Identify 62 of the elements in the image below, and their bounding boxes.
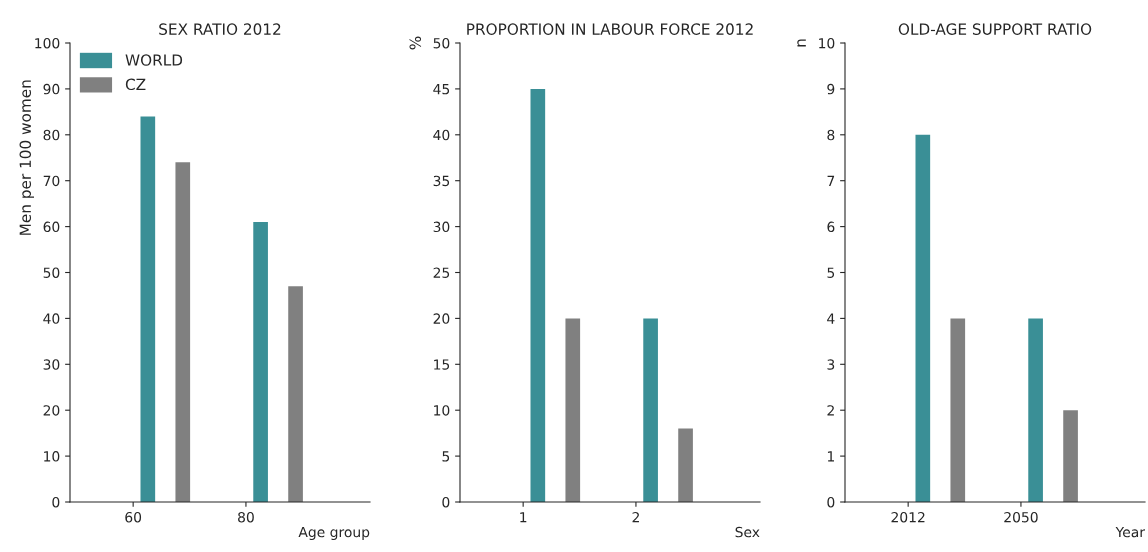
bar: [175, 162, 191, 502]
legend-label: CZ: [125, 78, 146, 91]
y-tick-label: 30: [43, 359, 60, 370]
y-tick-label: 7: [827, 175, 835, 186]
chart-title: PROPORTION IN LABOUR FORCE 2012: [467, 23, 753, 35]
bar: [1028, 318, 1043, 502]
y-tick-label: 4: [827, 313, 835, 324]
bar: [950, 318, 966, 502]
y-tick-label: 6: [827, 221, 835, 233]
y-tick-label: 0: [827, 496, 835, 508]
bar: [530, 88, 546, 502]
y-tick-label: 0: [52, 496, 60, 508]
y-axis-title: n: [797, 39, 806, 47]
x-tick-label: 2050: [1004, 511, 1038, 523]
y-tick-label: 100: [35, 37, 60, 49]
x-axis-title: Year: [1115, 526, 1145, 538]
chart-title: OLD-AGE SUPPORT RATIO: [898, 23, 1092, 35]
y-tick-label: 20: [433, 313, 450, 324]
y-tick-label: 15: [434, 359, 450, 370]
y-tick-label: 5: [442, 451, 450, 462]
bar: [288, 286, 303, 502]
y-tick-label: 10: [434, 405, 450, 416]
y-tick-label: 10: [819, 37, 835, 49]
bar: [140, 116, 156, 502]
y-tick-label: 80: [43, 129, 60, 141]
bar: [678, 428, 693, 502]
y-tick-label: 0: [442, 496, 450, 508]
x-tick-label: 1: [520, 512, 527, 523]
y-tick-label: 20: [43, 405, 60, 416]
bar: [1063, 410, 1078, 502]
y-tick-label: 40: [433, 129, 450, 141]
y-axis-title: Men per 100 women: [19, 80, 34, 235]
y-tick-label: 2: [827, 405, 834, 416]
y-tick-label: 50: [43, 267, 60, 278]
y-axis-title: %: [409, 36, 422, 50]
y-tick-label: 5: [827, 267, 835, 278]
y-tick-label: 45: [433, 84, 450, 95]
bar: [643, 318, 658, 502]
x-axis-title: Age group: [298, 526, 370, 540]
x-tick-label: 2: [632, 511, 639, 523]
y-tick-label: 8: [827, 129, 835, 141]
chart-title: SEX RATIO 2012: [159, 23, 281, 35]
legend-label: WORLD: [125, 54, 183, 66]
y-tick-label: 9: [827, 83, 835, 95]
x-tick-label: 2012: [891, 511, 925, 523]
x-tick-label: 60: [125, 511, 142, 523]
y-tick-label: 60: [43, 221, 60, 233]
y-tick-label: 3: [827, 359, 835, 370]
y-tick-label: 1: [827, 451, 834, 462]
y-tick-label: 40: [43, 313, 60, 324]
bar: [253, 222, 268, 502]
bar: [915, 134, 931, 502]
x-tick-label: 80: [238, 511, 254, 523]
x-axis-title: Sex: [735, 526, 760, 538]
y-tick-label: 10: [44, 451, 60, 462]
y-tick-label: 35: [433, 175, 450, 187]
y-tick-label: 70: [43, 175, 60, 187]
bar: [565, 318, 581, 502]
y-tick-label: 25: [433, 267, 450, 278]
y-tick-label: 90: [43, 83, 60, 95]
y-tick-label: 30: [433, 221, 450, 233]
y-tick-label: 50: [433, 37, 450, 49]
